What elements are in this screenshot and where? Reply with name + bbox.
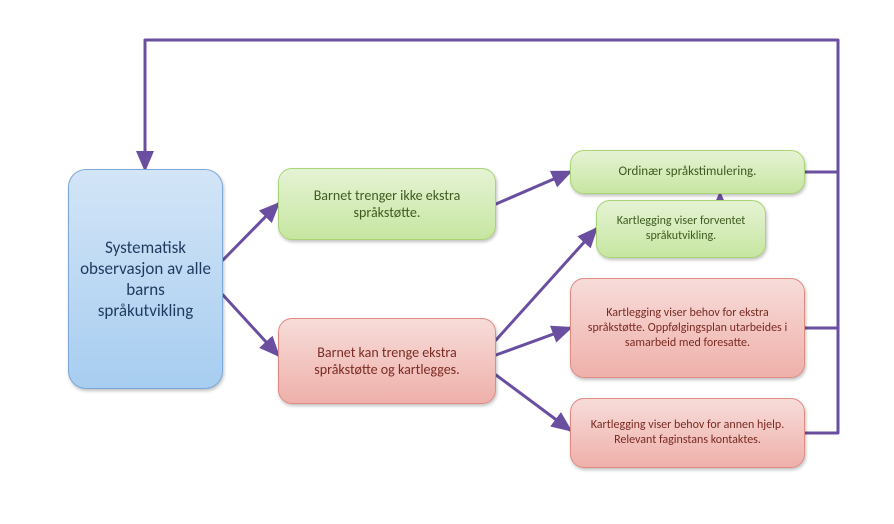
node-kan-trenge-ekstra: Barnet kan trenge ekstra språkstøtte og … [278, 318, 496, 404]
node-ordinaer-sprakstimulering: Ordinær språkstimulering. [570, 150, 805, 194]
node-label: Ordinær språkstimulering. [619, 164, 757, 180]
node-label: Kartlegging viser behov for annen hjelp.… [581, 418, 794, 448]
node-kartlegging-annen-hjelp: Kartlegging viser behov for annen hjelp.… [570, 398, 805, 468]
node-systematisk-observasjon: Systematisk observasjon av alle barns sp… [68, 169, 223, 389]
edge-root-to-green1 [223, 204, 278, 260]
flowchart-canvas: Systematisk observasjon av alle barns sp… [0, 0, 894, 524]
node-kartlegging-behov-ekstra: Kartlegging viser behov for ekstra språk… [570, 278, 805, 378]
node-label: Kartlegging viser forventet språkutvikli… [607, 214, 755, 244]
node-label: Systematisk observasjon av alle barns sp… [79, 237, 212, 322]
edge-green1-to-green2 [496, 172, 570, 204]
node-kartlegging-forventet: Kartlegging viser forventet språkutvikli… [596, 200, 766, 258]
node-trenger-ikke-ekstra: Barnet trenger ikke ekstra språkstøtte. [278, 168, 496, 240]
node-label: Kartlegging viser behov for ekstra språk… [581, 306, 794, 351]
edge-root-to-red1 [223, 295, 278, 355]
edge-red1-to-red3 [496, 375, 570, 430]
edge-red2-to-loop [805, 172, 838, 328]
edge-red3-to-loop [805, 328, 838, 433]
node-label: Barnet trenger ikke ekstra språkstøtte. [289, 187, 485, 222]
edge-red1-to-red2 [496, 328, 570, 355]
node-label: Barnet kan trenge ekstra språkstøtte og … [289, 344, 485, 379]
